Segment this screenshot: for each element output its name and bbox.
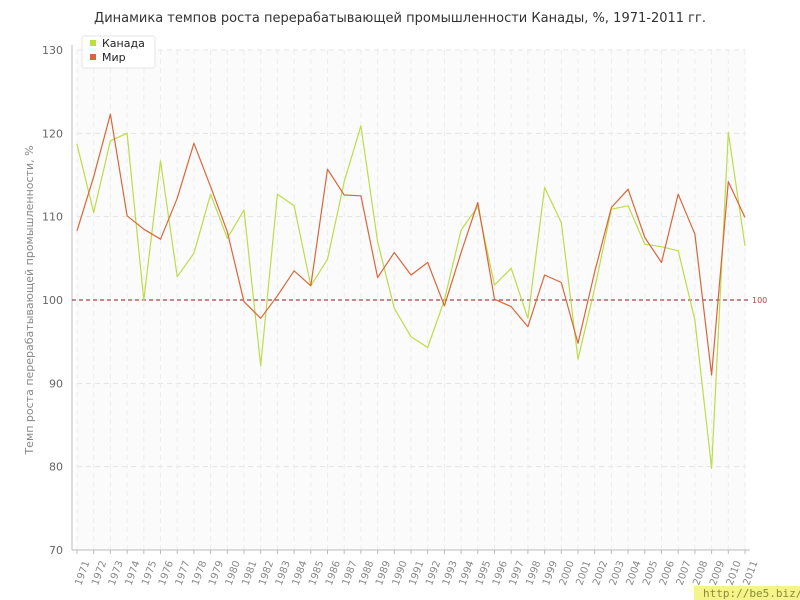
reference-line-group: 100 (72, 296, 767, 305)
chart-title: Динамика темпов роста перерабатывающей п… (94, 11, 706, 26)
series-line-world (76, 113, 746, 376)
legend-label-world: Мир (102, 51, 126, 64)
y-tick-label: 130 (42, 44, 63, 57)
y-tick-label: 120 (42, 127, 63, 140)
y-tick-label: 110 (42, 211, 63, 224)
legend-box (81, 35, 156, 69)
reference-line-label: 100 (752, 296, 767, 305)
grid-lines (76, 49, 746, 551)
axes (71, 45, 750, 554)
watermark-text: http://be5.biz/ (703, 587, 800, 600)
y-tick-label: 90 (49, 377, 63, 390)
series-lines (76, 113, 746, 469)
y-tick-label: 80 (49, 461, 63, 474)
y-tick-labels: 70 80 90 100 110 120 130 (42, 44, 63, 557)
legend-swatch-world (90, 54, 96, 60)
legend: Канада Мир (81, 35, 156, 69)
y-axis-label: Темп роста перерабатывающей промышленнос… (23, 145, 36, 455)
y-tick-label: 100 (42, 294, 63, 307)
legend-label-canada: Канада (102, 37, 145, 50)
watermark: http://be5.biz/ (694, 586, 800, 600)
y-tick-label: 70 (49, 544, 63, 557)
series-line-canada (76, 125, 746, 469)
legend-swatch-canada (90, 40, 96, 46)
watermark-background (694, 586, 800, 600)
